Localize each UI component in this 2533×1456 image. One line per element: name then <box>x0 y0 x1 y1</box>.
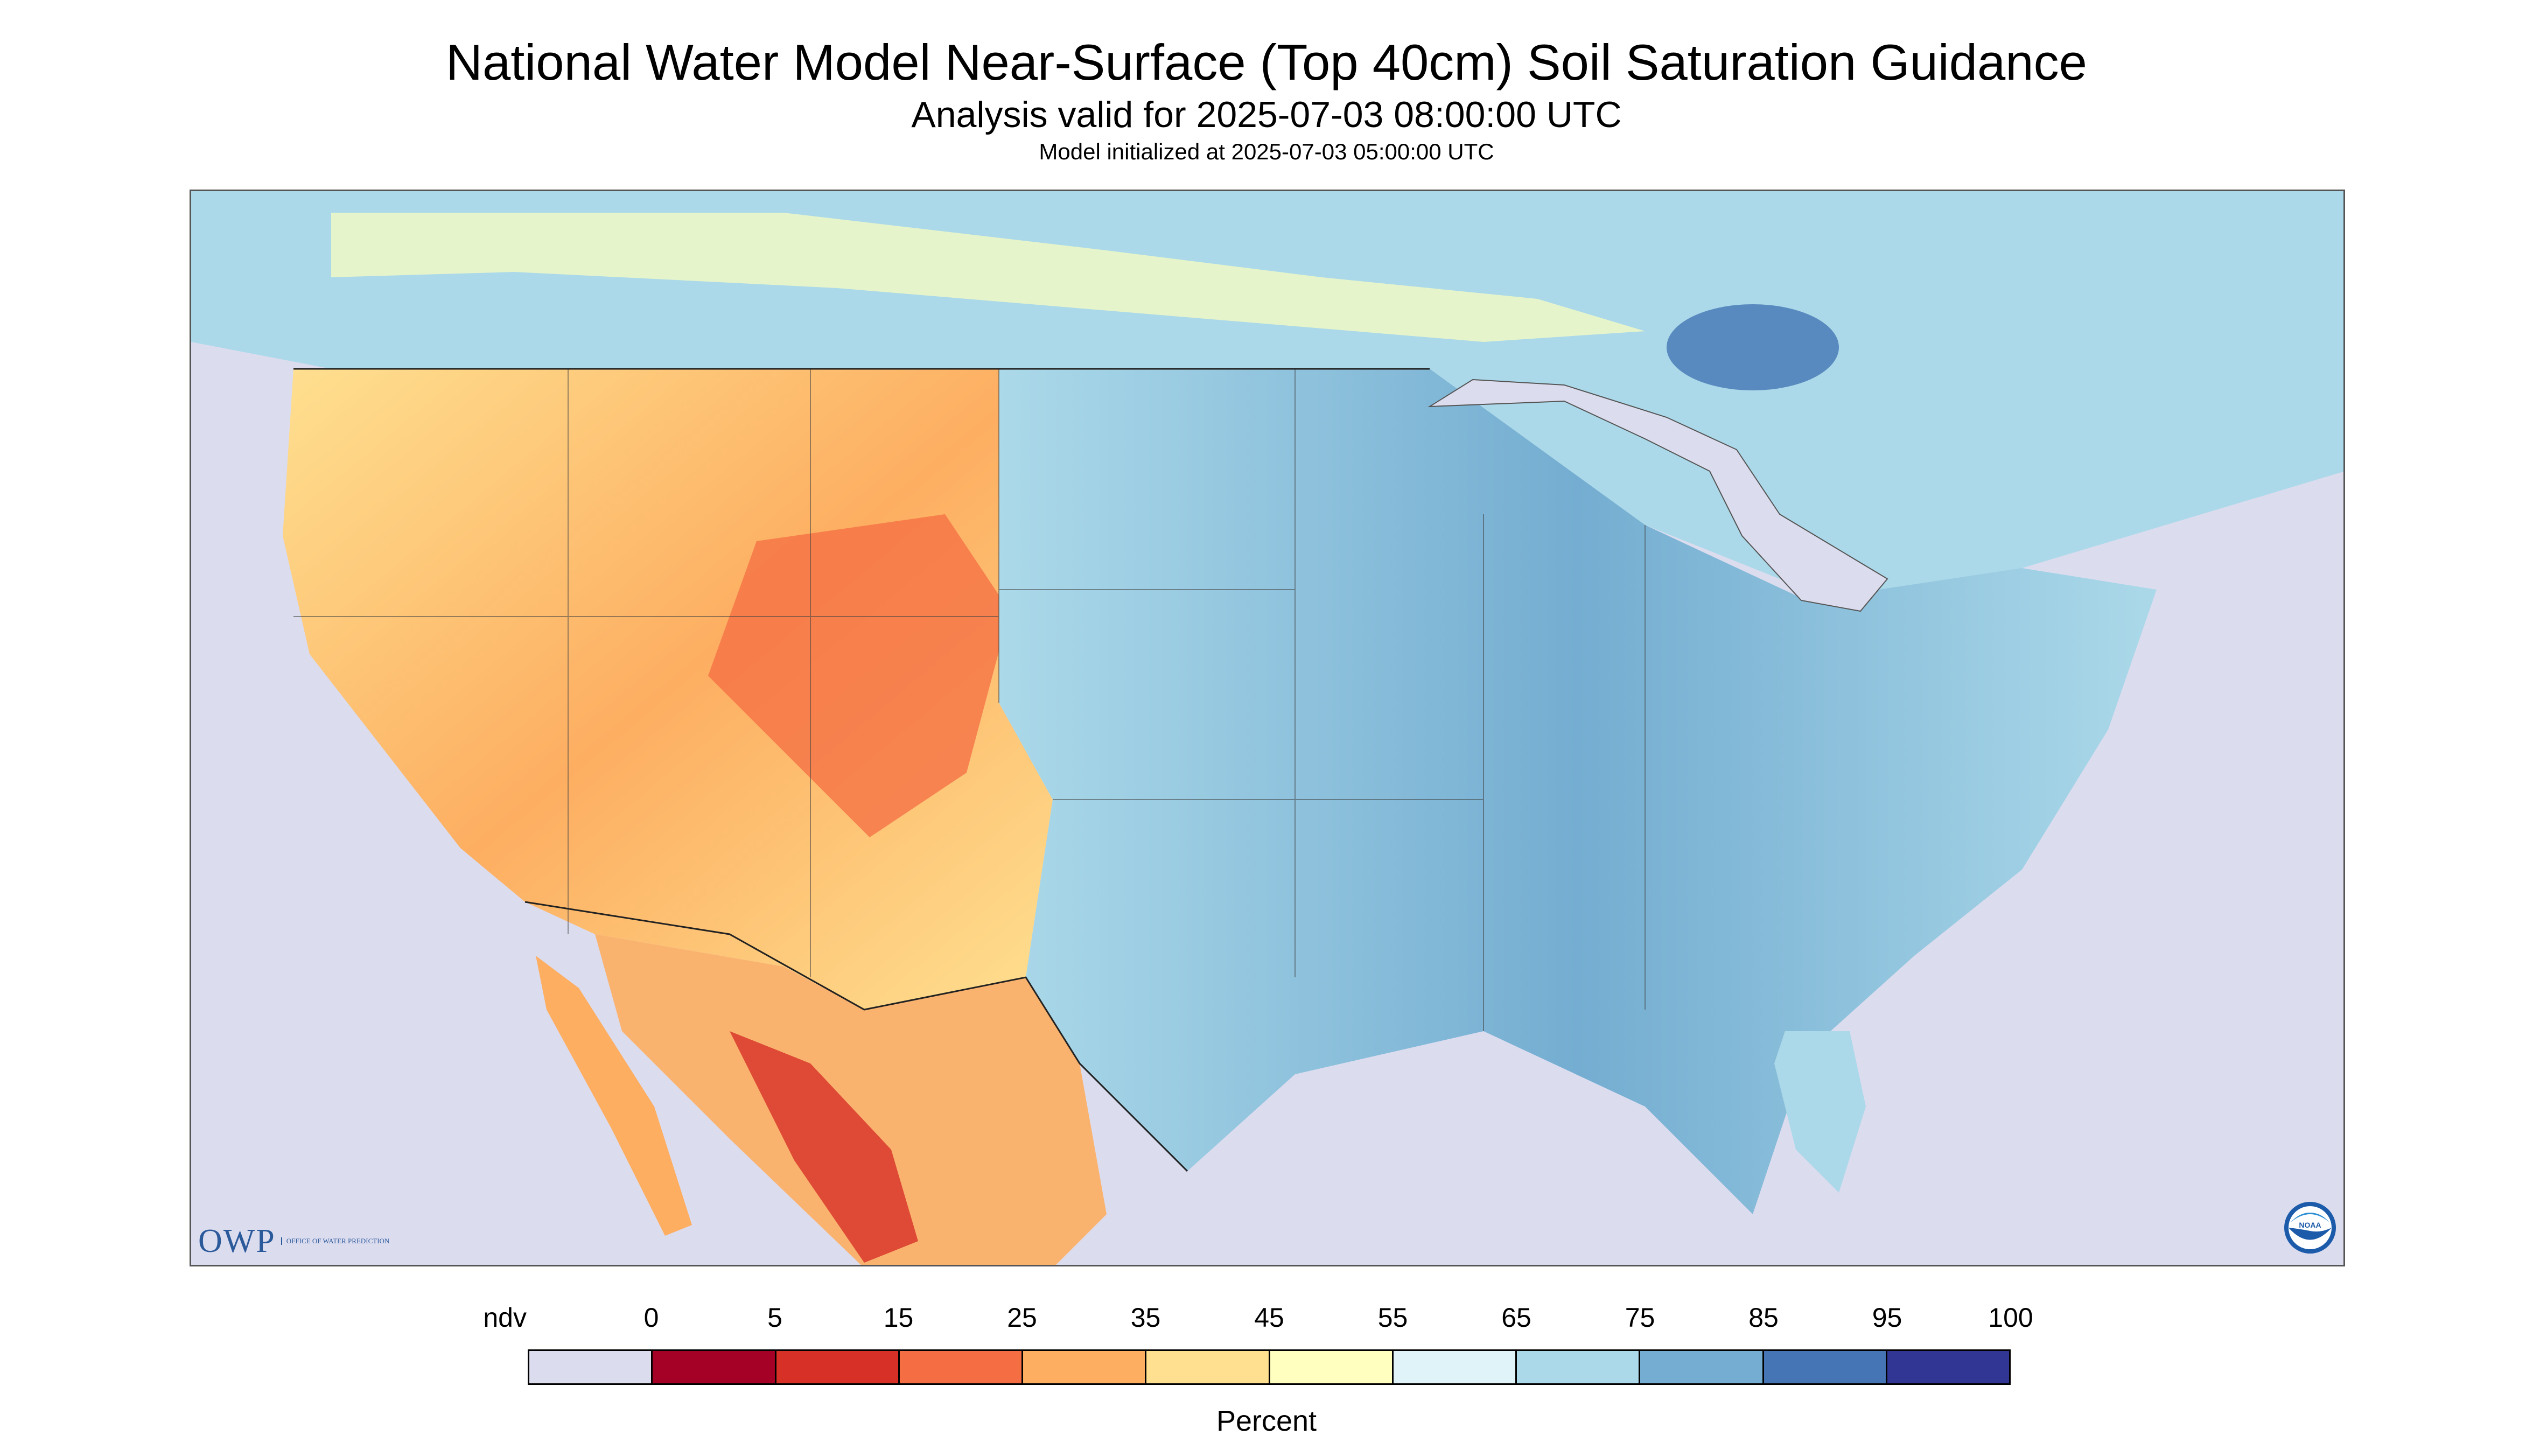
colorbar-swatch <box>1887 1351 2009 1383</box>
great-lakes <box>1428 379 1888 612</box>
legend-tick-label: 45 <box>1254 1303 1284 1333</box>
legend-tick-label: 100 <box>1988 1303 2033 1333</box>
us-border <box>293 368 1430 1172</box>
legend-tick-label: 85 <box>1748 1303 1779 1333</box>
canada-dry-band <box>331 213 1645 342</box>
map-canvas <box>191 191 2343 1265</box>
florida-peninsula <box>1774 1031 1866 1193</box>
legend-units: Percent <box>1216 1405 1317 1437</box>
soil-saturation-map <box>190 190 2345 1266</box>
legend-tick-label: 75 <box>1625 1303 1655 1333</box>
legend-tick-label: 35 <box>1130 1303 1161 1333</box>
baja-peninsula <box>536 956 692 1236</box>
legend-tick-label: 55 <box>1377 1303 1408 1333</box>
state-boundaries <box>293 369 1646 1031</box>
legend-tick-label: 15 <box>883 1303 914 1333</box>
mexico-dry-region <box>595 934 1107 1265</box>
colorbar-swatch <box>529 1351 653 1383</box>
colorbar-swatch <box>1764 1351 1887 1383</box>
noaa-logo: NOAA <box>2284 1202 2336 1254</box>
owp-logo: OWP OFFICE OF WATER PREDICTION <box>198 1222 389 1260</box>
legend-tick-label: 5 <box>767 1303 782 1333</box>
legend-tick-label: 25 <box>1007 1303 1037 1333</box>
colorbar-swatch <box>899 1351 1023 1383</box>
legend-labels: ndv 0 5 15 25 35 45 55 65 75 85 95 100 <box>0 1302 2533 1340</box>
noaa-logo-text: NOAA <box>2299 1221 2321 1229</box>
legend-tick-label: ndv <box>483 1303 527 1333</box>
owp-logo-subtext: OFFICE OF WATER PREDICTION <box>281 1237 389 1245</box>
colorbar-swatch <box>1393 1351 1517 1383</box>
colorbar-swatch <box>1270 1351 1394 1383</box>
colorbar-swatch <box>1517 1351 1641 1383</box>
sierra-madre-very-dry-zone <box>730 1031 918 1263</box>
owp-logo-text: OWP <box>198 1222 276 1259</box>
legend-tick-label: 65 <box>1501 1303 1531 1333</box>
colorbar-swatch <box>1023 1351 1147 1383</box>
colorbar-swatch <box>776 1351 900 1383</box>
legend-tick-label: 95 <box>1872 1303 1902 1333</box>
colorbar <box>528 1349 2011 1385</box>
canada-wet-patch <box>1667 304 1839 390</box>
valid-time-subtitle: Analysis valid for 2025-07-03 08:00:00 U… <box>911 94 1622 135</box>
legend-tick-label: 0 <box>643 1303 659 1333</box>
colorbar-swatch <box>1146 1351 1270 1383</box>
rockies-very-dry-zone <box>708 514 1010 837</box>
map-title: National Water Model Near-Surface (Top 4… <box>446 34 2087 90</box>
east-conus-region <box>999 369 2157 1214</box>
colorbar-swatch <box>653 1351 776 1383</box>
model-init-line: Model initialized at 2025-07-03 05:00:00… <box>1039 139 1494 164</box>
colorbar-swatch <box>1640 1351 1764 1383</box>
canada-region <box>191 191 2343 600</box>
